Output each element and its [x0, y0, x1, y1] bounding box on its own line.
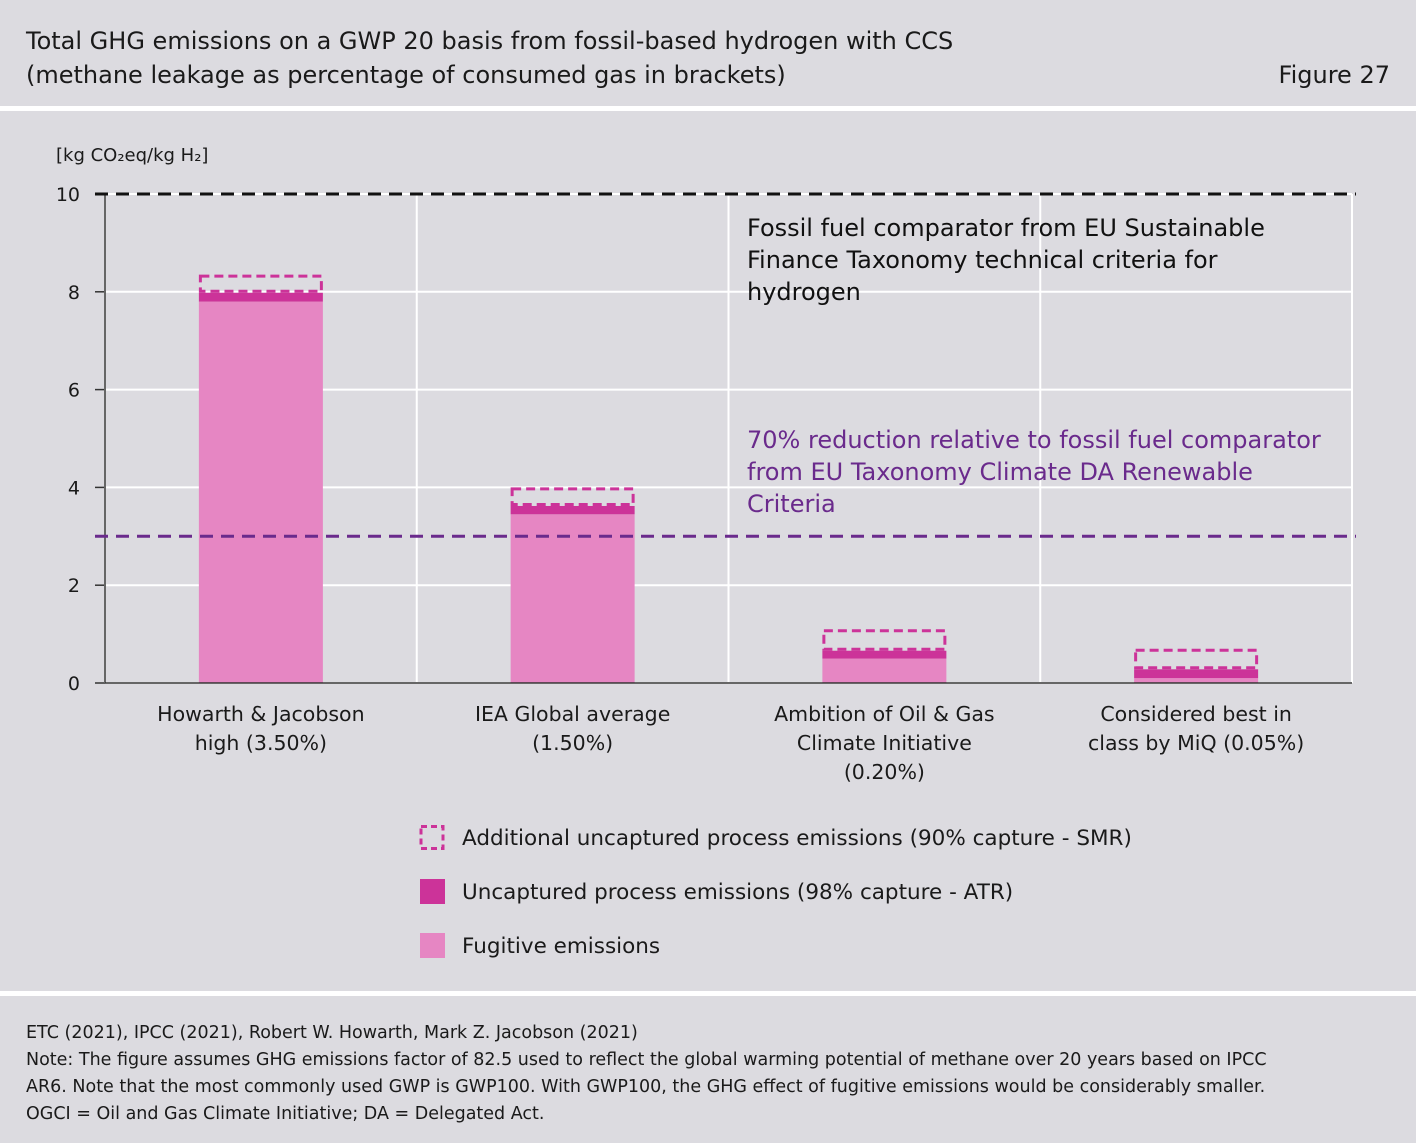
y-tick-label: 6	[68, 380, 80, 402]
chart-panel: 0 2 4 6 8 10 [kg CO₂eq/kg H₂] Howarth & Jacobso…	[0, 111, 1416, 991]
chart-title: Total GHG emissions on a GWP 20 basis fr…	[26, 24, 1176, 92]
bar-segment-smr-dashed	[822, 629, 947, 651]
x-category-label: (1.50%)	[532, 731, 613, 755]
legend-label: Additional uncaptured process emissions …	[462, 826, 1132, 851]
x-category-label: high (3.50%)	[195, 731, 327, 755]
legend-label: Fugitive emissions	[462, 934, 660, 959]
footer: ETC (2021), IPCC (2021), Robert W. Howar…	[26, 1020, 1396, 1128]
figure-label: Figure 27	[1278, 61, 1390, 89]
x-category-label: Ambition of Oil & Gas	[774, 702, 994, 726]
y-unit-label: [kg CO₂eq/kg H₂]	[56, 145, 208, 166]
legend-swatch-fugitive	[420, 933, 445, 958]
bar-segment-fugitive	[1134, 678, 1259, 683]
y-tick-label: 2	[68, 575, 80, 597]
y-tick-label: 8	[68, 282, 80, 304]
reduction-threshold-annotation: 70% reduction relative to fossil fuel co…	[747, 426, 1321, 454]
fossil-comparator-annotation: hydrogen	[747, 278, 861, 306]
chart-svg: 0 2 4 6 8 10 [kg CO₂eq/kg H₂] Howarth & Jacobso…	[56, 145, 1356, 959]
x-category-label: Climate Initiative	[797, 731, 972, 755]
x-category-label: (0.20%)	[844, 760, 925, 784]
fossil-comparator-annotation: Fossil fuel comparator from EU Sustainab…	[747, 214, 1265, 242]
x-category-label: Howarth & Jacobson	[157, 702, 364, 726]
header-divider	[0, 106, 1416, 111]
legend-swatch-smr	[419, 825, 445, 850]
bar-segment-atr	[198, 292, 323, 302]
bar-segment-atr	[1134, 669, 1259, 679]
bar-segment-fugitive	[510, 514, 635, 683]
footer-divider	[0, 991, 1416, 996]
legend-swatch-atr	[420, 879, 445, 904]
bar-segment-smr-dashed	[1134, 648, 1259, 670]
chart-title-line-2: (methane leakage as percentage of consum…	[26, 61, 786, 89]
chart-title-line-1: Total GHG emissions on a GWP 20 basis fr…	[26, 27, 954, 55]
x-category-label: Considered best in	[1100, 702, 1292, 726]
footer-note-line-3: OGCI = Oil and Gas Climate Initiative; D…	[26, 1104, 545, 1124]
bar-segment-atr	[822, 650, 947, 659]
bar-segment-atr	[510, 505, 635, 515]
footer-source: ETC (2021), IPCC (2021), Robert W. Howar…	[26, 1023, 638, 1043]
y-tick-label: 10	[56, 184, 80, 206]
y-tick-label: 4	[68, 477, 80, 499]
bar-segment-fugitive	[822, 658, 947, 683]
reduction-threshold-annotation: Criteria	[747, 490, 836, 518]
fossil-comparator-annotation: Finance Taxonomy technical criteria for	[747, 246, 1218, 274]
header: Total GHG emissions on a GWP 20 basis fr…	[0, 0, 1416, 106]
x-category-label: class by MiQ (0.05%)	[1088, 731, 1304, 755]
footer-note-line-1: Note: The figure assumes GHG emissions f…	[26, 1050, 1267, 1070]
bar-segment-smr-dashed	[510, 487, 635, 506]
reduction-threshold-annotation: from EU Taxonomy Climate DA Renewable	[747, 458, 1253, 486]
bar-segment-fugitive	[198, 301, 323, 683]
y-tick-label: 0	[68, 673, 80, 695]
footer-note-line-2: AR6. Note that the most commonly used GW…	[26, 1077, 1266, 1097]
legend-label: Uncaptured process emissions (98% captur…	[462, 880, 1013, 905]
bar-segment-smr-dashed	[198, 274, 323, 293]
x-category-label: IEA Global average	[475, 702, 670, 726]
